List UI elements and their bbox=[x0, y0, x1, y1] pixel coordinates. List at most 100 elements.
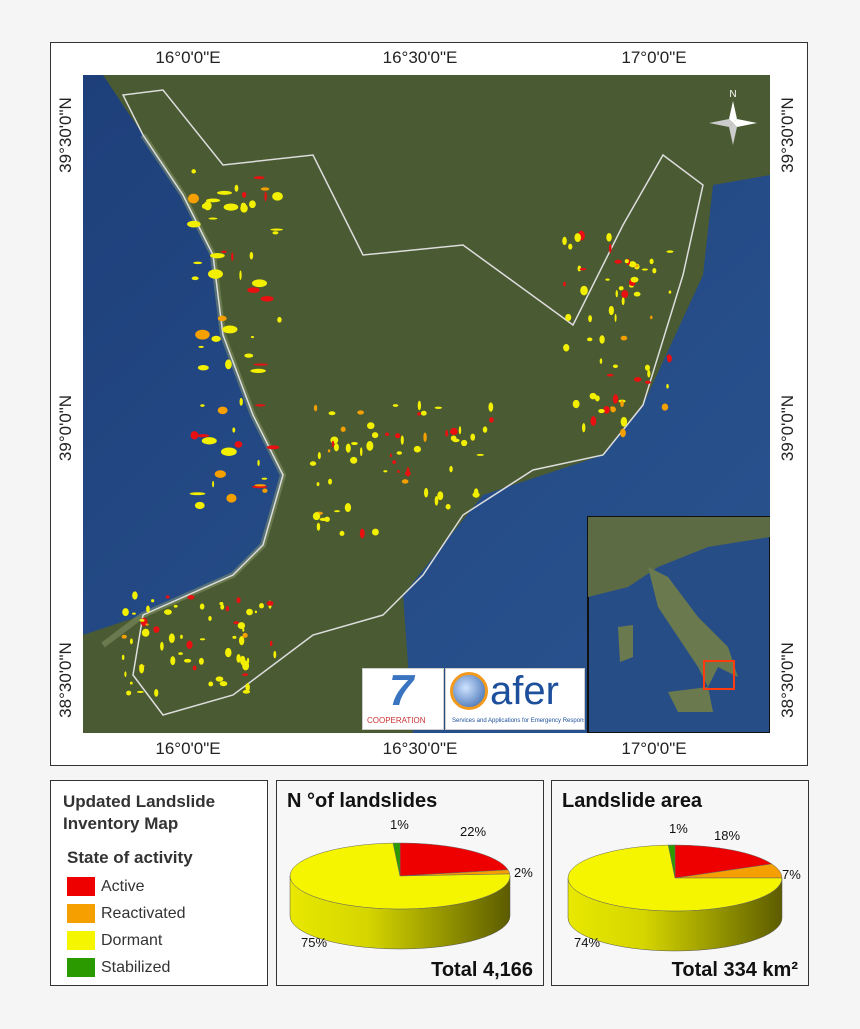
chart-total: Total 4,166 bbox=[431, 959, 533, 981]
landslide-patch bbox=[237, 622, 246, 629]
right-tick: 39°30'0"N bbox=[778, 97, 797, 173]
landslide-patch bbox=[242, 632, 248, 638]
landslide-patch bbox=[226, 493, 237, 503]
landslide-patch bbox=[461, 439, 468, 447]
landslide-patch bbox=[345, 443, 351, 453]
landslide-patch bbox=[214, 470, 226, 478]
landslide-patch bbox=[139, 618, 145, 622]
landslide-patch bbox=[396, 451, 403, 455]
landslide-patch bbox=[397, 470, 400, 473]
label-active: 18% bbox=[714, 828, 741, 843]
top-tick: 16°0'0"E bbox=[155, 48, 221, 67]
landslide-patch bbox=[208, 269, 223, 279]
landslide-patch bbox=[630, 261, 633, 266]
landslide-patch bbox=[599, 335, 605, 344]
legend-subtitle: State of activity bbox=[67, 848, 193, 867]
landslide-patch bbox=[234, 441, 243, 448]
landslide-patch bbox=[588, 315, 592, 323]
landslide-patch bbox=[146, 605, 150, 613]
landslide-patch bbox=[606, 373, 614, 377]
landslide-patch bbox=[437, 491, 444, 501]
landslide-patch bbox=[309, 461, 317, 466]
landslide-patch bbox=[472, 492, 480, 498]
landslide-patch bbox=[121, 634, 127, 639]
landslide-patch bbox=[250, 368, 266, 374]
landslide-patch bbox=[650, 315, 653, 320]
landslide-patch bbox=[649, 258, 654, 265]
landslide-patch bbox=[579, 267, 587, 271]
safer-logo-text: afer bbox=[490, 669, 559, 713]
landslide-patch bbox=[225, 605, 230, 612]
landslide-patch bbox=[272, 192, 283, 201]
landslide-patch bbox=[186, 640, 193, 649]
top-tick: 16°30'0"E bbox=[382, 48, 458, 67]
landslide-patch bbox=[236, 653, 241, 663]
landslide-patch bbox=[197, 364, 209, 371]
landslide-patch bbox=[132, 612, 136, 615]
landslide-patch bbox=[359, 528, 365, 539]
landslide-patch bbox=[191, 276, 199, 281]
landslide-patch bbox=[187, 595, 195, 600]
landslide-patch bbox=[208, 217, 218, 220]
landslide-patch bbox=[634, 377, 642, 382]
left-tick: 39°30'0"N bbox=[56, 97, 75, 173]
pie-panel-area: Landslide area 1% 18% 7% 74% Total 334 k… bbox=[551, 780, 809, 986]
landslide-patch bbox=[340, 426, 346, 432]
landslide-patch bbox=[124, 671, 127, 678]
landslide-patch bbox=[168, 633, 175, 644]
landslide-patch bbox=[359, 447, 363, 457]
landslide-patch bbox=[330, 436, 339, 444]
landslide-patch bbox=[191, 169, 196, 174]
landslide-patch bbox=[612, 394, 619, 404]
landslide-patch bbox=[608, 243, 612, 254]
landslide-patch bbox=[203, 201, 212, 211]
landslide-patch bbox=[236, 597, 241, 604]
landslide-patch bbox=[488, 402, 494, 412]
legend-title: Inventory Map bbox=[63, 814, 179, 833]
landslide-patch bbox=[260, 295, 274, 302]
landslide-patch bbox=[201, 437, 217, 445]
landslide-patch bbox=[610, 406, 615, 410]
landslide-patch bbox=[253, 176, 265, 180]
landslide-patch bbox=[476, 453, 485, 456]
landslide-patch bbox=[371, 432, 379, 439]
landslide-patch bbox=[121, 654, 125, 661]
landslide-patch bbox=[328, 478, 333, 485]
landslide-patch bbox=[620, 400, 624, 408]
landslide-patch bbox=[254, 484, 267, 487]
landslide-patch bbox=[273, 650, 277, 659]
landslide-patch bbox=[264, 191, 267, 202]
landslide-patch bbox=[661, 403, 669, 411]
landslide-patch bbox=[217, 406, 228, 415]
landslide-patch bbox=[351, 441, 358, 446]
landslide-patch bbox=[154, 689, 159, 697]
landslide-patch bbox=[620, 416, 628, 427]
landslide-patch bbox=[277, 316, 282, 323]
landslide-patch bbox=[350, 456, 358, 464]
landslide-patch bbox=[565, 313, 572, 322]
landslide-patch bbox=[192, 665, 197, 671]
region-boundary bbox=[121, 89, 704, 716]
landslide-patch bbox=[385, 432, 390, 437]
landslide-patch bbox=[357, 410, 365, 415]
landslide-patch bbox=[420, 410, 427, 416]
landslide-patch bbox=[222, 325, 238, 334]
landslide-patch bbox=[614, 313, 617, 322]
landslide-patch bbox=[239, 397, 243, 406]
chart-title: N °of landslides bbox=[287, 790, 438, 812]
inset-highlight bbox=[703, 660, 735, 690]
landslide-patch bbox=[187, 220, 201, 228]
landslide-patch bbox=[624, 259, 629, 264]
landslide-patch bbox=[151, 599, 155, 603]
landslide-patch bbox=[344, 503, 352, 513]
landslide-patch bbox=[563, 343, 570, 352]
landslide-patch bbox=[316, 522, 321, 531]
landslide-patches bbox=[121, 169, 674, 697]
landslide-patch bbox=[272, 231, 279, 235]
landslide-patch bbox=[666, 383, 669, 389]
landslide-patch bbox=[589, 392, 597, 400]
landslide-patch bbox=[417, 412, 421, 416]
landslide-patch bbox=[254, 610, 258, 614]
landslide-patch bbox=[212, 480, 215, 488]
landslide-patch bbox=[129, 681, 133, 685]
